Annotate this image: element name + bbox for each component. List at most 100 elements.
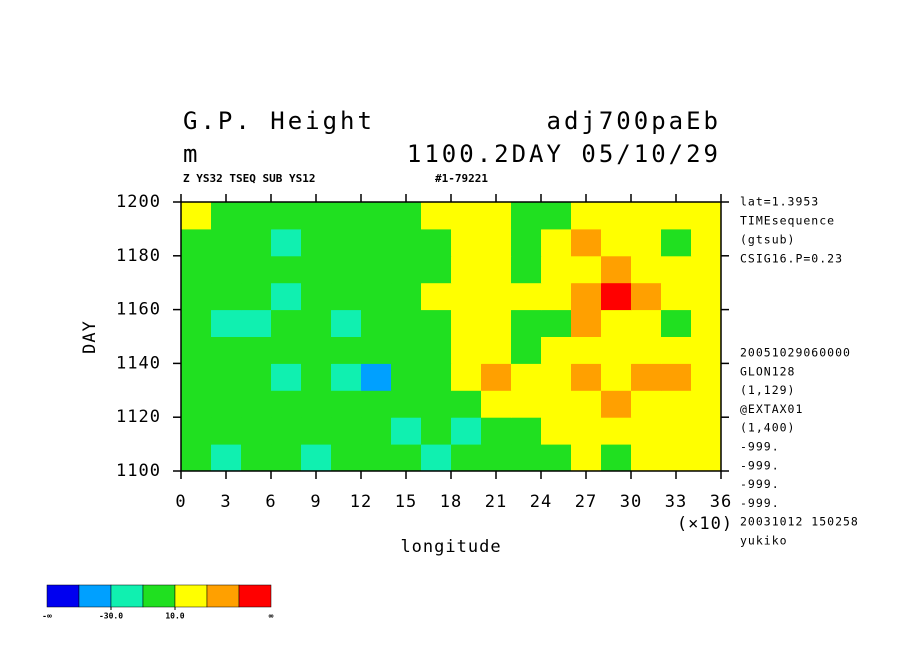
heat-cell xyxy=(451,228,482,257)
heat-cell xyxy=(331,363,362,391)
heat-cell xyxy=(421,309,452,337)
heat-cell xyxy=(691,282,722,311)
x-tick-label: 24 xyxy=(530,492,552,512)
heat-cell xyxy=(451,417,482,445)
heat-cell xyxy=(301,390,332,418)
heat-cell xyxy=(601,444,632,472)
heat-cell xyxy=(241,444,272,472)
heat-cell xyxy=(331,417,362,445)
heat-cell xyxy=(331,255,362,284)
chart-title: G.P. Height xyxy=(183,107,375,135)
heat-cell xyxy=(601,202,632,230)
heat-cell xyxy=(421,336,452,364)
x-multiplier: (×10) xyxy=(677,514,733,534)
heat-cell xyxy=(391,202,422,230)
heat-cell xyxy=(271,417,302,445)
heat-cell xyxy=(511,390,542,418)
colorbar-label: -30.0 xyxy=(99,612,123,621)
heat-cell xyxy=(211,390,242,418)
heat-cell xyxy=(421,390,452,418)
heat-cell xyxy=(241,255,272,284)
heat-cell xyxy=(301,309,332,337)
heat-cell xyxy=(631,336,662,364)
heat-cell xyxy=(181,363,212,391)
heat-cell xyxy=(631,202,662,230)
heat-cell xyxy=(481,309,512,337)
x-tick-label: 21 xyxy=(485,492,507,512)
heat-cell xyxy=(181,255,212,284)
heat-cell xyxy=(361,363,392,391)
colorbar-box xyxy=(46,584,80,608)
heat-cell xyxy=(301,417,332,445)
heat-cell xyxy=(271,363,302,391)
heat-cell xyxy=(391,417,422,445)
heat-cell xyxy=(511,444,542,472)
heat-cell xyxy=(571,336,602,364)
heat-cell xyxy=(301,282,332,311)
heat-cell xyxy=(421,228,452,257)
heat-cell xyxy=(511,417,542,445)
heat-cell xyxy=(601,255,632,284)
note: lat=1.3953 xyxy=(740,195,819,209)
heat-cell xyxy=(571,202,602,230)
heat-cell xyxy=(301,363,332,391)
heat-cell xyxy=(361,444,392,472)
heat-cell xyxy=(421,417,452,445)
heat-cell xyxy=(391,363,422,391)
heat-cell xyxy=(241,417,272,445)
heat-cell xyxy=(541,228,572,257)
x-tick-label: 36 xyxy=(710,492,732,512)
heat-cell xyxy=(271,228,302,257)
heat-cell xyxy=(451,363,482,391)
note: (gtsub) xyxy=(740,233,795,247)
heat-cell xyxy=(181,336,212,364)
heat-cell xyxy=(571,417,602,445)
heat-cell xyxy=(541,417,572,445)
heat-cell xyxy=(661,282,692,311)
heat-cell xyxy=(241,336,272,364)
heat-cell xyxy=(691,390,722,418)
heat-cell xyxy=(571,390,602,418)
heat-cell xyxy=(271,336,302,364)
heat-cell xyxy=(571,282,602,311)
heat-cell xyxy=(181,417,212,445)
subtitle: 1100.2DAY 05/10/29 xyxy=(407,140,721,168)
note: -999. xyxy=(740,458,780,472)
heat-cell xyxy=(691,228,722,257)
heat-cell xyxy=(181,282,212,311)
heat-cell xyxy=(421,282,452,311)
heat-cell xyxy=(211,336,242,364)
heat-cell xyxy=(331,309,362,337)
chart-title-right: adj700paEb xyxy=(547,107,722,135)
heat-cell xyxy=(601,363,632,391)
heat-cell xyxy=(661,202,692,230)
heat-cell xyxy=(181,444,212,472)
heat-cell xyxy=(451,202,482,230)
heat-cell xyxy=(361,202,392,230)
heat-cell xyxy=(661,417,692,445)
x-tick-label: 3 xyxy=(220,492,231,512)
heat-cell xyxy=(211,444,242,472)
colorbar-label: ∞ xyxy=(269,612,274,621)
x-tick-label: 12 xyxy=(350,492,372,512)
colorbar-box xyxy=(174,584,208,608)
heat-cell xyxy=(271,309,302,337)
colorbar-box xyxy=(142,584,176,608)
heat-cell xyxy=(541,255,572,284)
heat-cell xyxy=(481,255,512,284)
heat-cell xyxy=(331,390,362,418)
heat-cell xyxy=(571,228,602,257)
heat-cell xyxy=(481,228,512,257)
heat-cell xyxy=(241,309,272,337)
heat-cell xyxy=(271,255,302,284)
heat-cell xyxy=(541,336,572,364)
heat-cell xyxy=(421,444,452,472)
heat-cell xyxy=(481,336,512,364)
x-tick-label: 30 xyxy=(620,492,642,512)
heat-cell xyxy=(241,228,272,257)
colorbar-label: 10.0 xyxy=(165,612,184,621)
note: (1,400) xyxy=(740,421,795,435)
note: @EXTAX01 xyxy=(740,402,803,416)
x-tick-label: 0 xyxy=(175,492,186,512)
heat-cell xyxy=(391,282,422,311)
